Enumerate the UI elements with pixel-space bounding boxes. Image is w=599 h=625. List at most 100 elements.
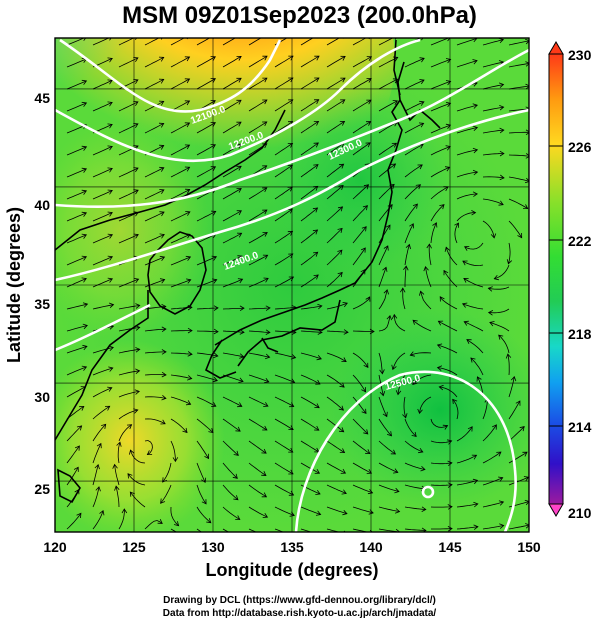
streamline-arrowhead [524,177,529,184]
streamline-arrowhead [421,38,424,41]
streamline-arrowhead [94,463,100,470]
streamline-arrowhead [262,209,268,215]
streamline-arrowhead [314,55,320,61]
streamline [66,386,86,398]
streamline-arrowhead [499,150,505,157]
streamline-arrowhead [313,142,319,148]
streamline [352,418,369,435]
streamline-arrowhead [496,451,502,457]
streamline [196,484,207,505]
streamline-arrowhead [261,492,268,498]
streamline-arrowhead [386,431,393,437]
streamline-arrowhead [185,535,190,539]
streamline-arrowhead [339,382,345,388]
streamline [222,330,245,333]
streamline-arrowhead [340,55,346,61]
streamline-arrowhead [159,211,165,217]
streamline-arrowhead [411,431,417,438]
streamline [274,306,296,310]
streamline [326,352,347,362]
streamline [118,508,125,530]
streamline-arrowhead [392,100,398,106]
streamline [508,400,521,420]
streamline-arrowhead [499,523,505,529]
streamline [378,484,400,492]
streamline [535,265,547,282]
streamline-arrowhead [107,101,113,107]
streamline-arrowhead [264,533,269,538]
streamline [92,424,106,442]
streamline-arrowhead [235,515,241,520]
contour-12100 [59,38,282,113]
streamline [144,328,166,332]
streamline [430,166,450,178]
streamline [196,56,216,68]
streamline-arrowhead [515,400,521,406]
streamline [144,167,164,178]
streamline-arrowhead [472,125,479,131]
streamline-arrowhead [366,56,373,62]
streamline [507,354,510,376]
streamline [470,357,484,376]
streamline-arrowhead [525,83,529,90]
streamline [274,230,293,244]
streamline [222,38,236,46]
streamline [170,528,178,532]
streamline-arrowhead [415,184,422,190]
streamline [117,442,121,464]
streamline-arrowhead [265,305,271,311]
streamline [118,189,139,200]
streamline [248,396,269,407]
streamline-arrowhead [107,57,113,63]
streamline-arrowhead [472,191,478,197]
x-tick-label: 150 [517,539,541,555]
streamline [222,307,245,310]
streamline [437,367,458,376]
streamline [300,418,320,431]
streamline [248,506,268,518]
streamline-arrowhead [158,100,165,106]
streamline [508,220,523,238]
streamline-arrowhead [498,200,504,206]
streamline-arrowhead [361,226,367,232]
streamline [352,78,372,90]
streamline-arrowhead [447,504,453,510]
streamline-arrowhead [343,329,349,335]
streamline [170,352,193,355]
streamline [248,55,268,68]
streamline [170,256,191,266]
streamline-arrowhead [471,454,478,460]
streamline-arrowhead [262,254,269,260]
streamline-arrowhead [544,255,549,260]
streamline-arrowhead [81,145,88,151]
streamline [404,528,426,531]
streamline-arrowhead [490,233,497,239]
japan-coastline [204,61,441,379]
streamline-arrowhead [172,457,179,463]
streamline [170,506,179,526]
streamline-arrowhead [498,82,505,88]
streamline-arrowhead [338,163,345,169]
streamline-arrowhead [79,405,85,411]
streamline [393,314,406,332]
streamline-arrowhead [158,56,165,62]
streamline-arrowhead [339,120,346,126]
streamline [535,243,549,259]
streamline [274,55,294,68]
streamline-arrowhead [107,255,114,261]
streamline-arrowhead [444,166,451,172]
streamline-arrowhead [288,425,294,430]
streamline [326,163,344,178]
streamline [430,440,452,444]
streamline [66,80,87,90]
streamline [66,325,88,332]
streamline [456,454,477,464]
streamline-arrowhead [210,56,216,61]
streamline-arrowhead [107,145,113,151]
streamline-arrowhead [107,233,114,239]
streamline [352,38,367,46]
streamline-arrowhead [133,57,139,63]
streamline [535,525,556,529]
streamline-arrowhead [418,447,424,454]
streamline-arrowhead [146,450,153,456]
